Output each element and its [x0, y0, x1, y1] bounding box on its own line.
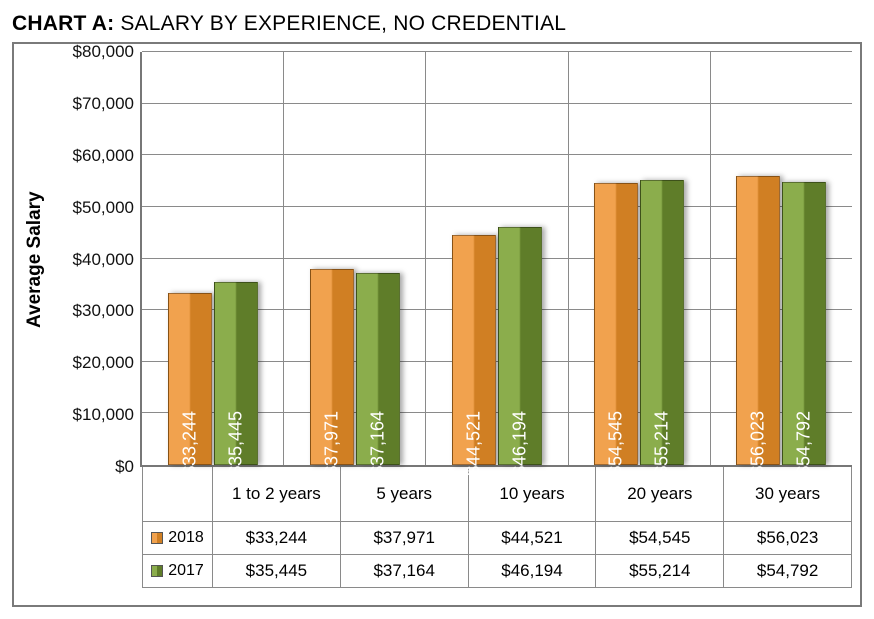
data-cell: $55,214	[596, 555, 724, 587]
bar-value-label: $55,214	[652, 411, 673, 476]
legend-item-2018: 2018	[143, 522, 213, 554]
bar-group: $33,244$35,445	[142, 52, 284, 465]
chart-title-bold: CHART A:	[12, 12, 114, 35]
bar-value-label: $44,521	[464, 411, 485, 476]
bar-2018: $33,244	[168, 293, 212, 465]
bar-value-label: $37,971	[321, 411, 342, 476]
legend-label: 2017	[168, 562, 204, 580]
data-table-rows: 2018$33,244$37,971$44,521$54,545$56,0232…	[22, 522, 852, 588]
chart-area: Average Salary $80,000$70,000$60,000$50,…	[22, 52, 852, 467]
bar-value-label: $54,545	[606, 411, 627, 476]
data-cell: $33,244	[213, 522, 341, 554]
bar-2017: $54,792	[782, 182, 826, 465]
y-axis-label: Average Salary	[22, 52, 46, 467]
legend-item-2017: 2017	[143, 555, 213, 587]
bar-group: $37,971$37,164	[284, 52, 426, 465]
data-row-2017: 2017 $35,445$37,164$46,194$55,214$54,792	[142, 555, 852, 588]
bar-2018: $44,521	[452, 235, 496, 465]
y-tick-label: $80,000	[73, 42, 134, 62]
data-cell: $56,023	[724, 522, 851, 554]
y-tick-label: $50,000	[73, 198, 134, 218]
plot-area: $33,244$35,445$37,971$37,164$44,521$46,1…	[140, 52, 852, 467]
data-cell: $54,545	[596, 522, 724, 554]
x-axis-categories: 1 to 2 years5 years10 years20 years30 ye…	[142, 467, 852, 522]
bar-2018: $54,545	[594, 183, 638, 465]
table-corner-spacer	[143, 467, 213, 521]
bar-group: $56,023$54,792	[711, 52, 852, 465]
y-tick-label: $20,000	[73, 353, 134, 373]
y-tick-label: $70,000	[73, 94, 134, 114]
data-cell: $44,521	[469, 522, 597, 554]
chart-title: CHART A: SALARY BY EXPERIENCE, NO CREDEN…	[12, 12, 862, 36]
data-row-2018: 2018 $33,244$37,971$44,521$54,545$56,023	[142, 522, 852, 555]
bar-2017: $55,214	[640, 180, 684, 465]
bar-2018: $37,971	[310, 269, 354, 465]
data-cell: $37,971	[341, 522, 469, 554]
x-category-label: 10 years	[469, 467, 597, 521]
y-tick-label: $40,000	[73, 250, 134, 270]
bar-value-label: $54,792	[794, 411, 815, 476]
bar-2018: $56,023	[736, 176, 780, 465]
bar-value-label: $56,023	[748, 411, 769, 476]
y-tick-label: $60,000	[73, 146, 134, 166]
bar-value-label: $46,194	[510, 411, 531, 476]
legend-label: 2018	[168, 529, 204, 547]
bar-value-label: $33,244	[179, 411, 200, 476]
data-cell: $35,445	[213, 555, 341, 587]
legend-swatch-icon	[151, 532, 163, 544]
y-tick-label: $10,000	[73, 405, 134, 425]
legend-swatch-icon	[151, 565, 163, 577]
chart-panel: Average Salary $80,000 $70,000 $60,000 $50,…	[12, 42, 862, 607]
bar-group: $44,521$46,194	[426, 52, 568, 465]
chart-title-rest: SALARY BY EXPERIENCE, NO CREDENTIAL	[114, 12, 566, 35]
bar-group: $54,545$55,214	[569, 52, 711, 465]
x-category-label: 30 years	[724, 467, 851, 521]
data-cell: $54,792	[724, 555, 851, 587]
y-tick-label: $0	[115, 457, 134, 477]
data-cell: $37,164	[341, 555, 469, 587]
data-cell: $46,194	[469, 555, 597, 587]
bar-2017: $35,445	[214, 282, 258, 465]
bar-value-label: $37,164	[367, 411, 388, 476]
y-axis-ticks: $80,000$70,000$60,000$50,000$40,000$30,0…	[48, 52, 140, 467]
bar-groups: $33,244$35,445$37,971$37,164$44,521$46,1…	[142, 52, 852, 465]
bar-2017: $37,164	[356, 273, 400, 465]
y-tick-label: $30,000	[73, 301, 134, 321]
x-category-label: 5 years	[341, 467, 469, 521]
bar-2017: $46,194	[498, 227, 542, 465]
bar-value-label: $35,445	[225, 411, 246, 476]
